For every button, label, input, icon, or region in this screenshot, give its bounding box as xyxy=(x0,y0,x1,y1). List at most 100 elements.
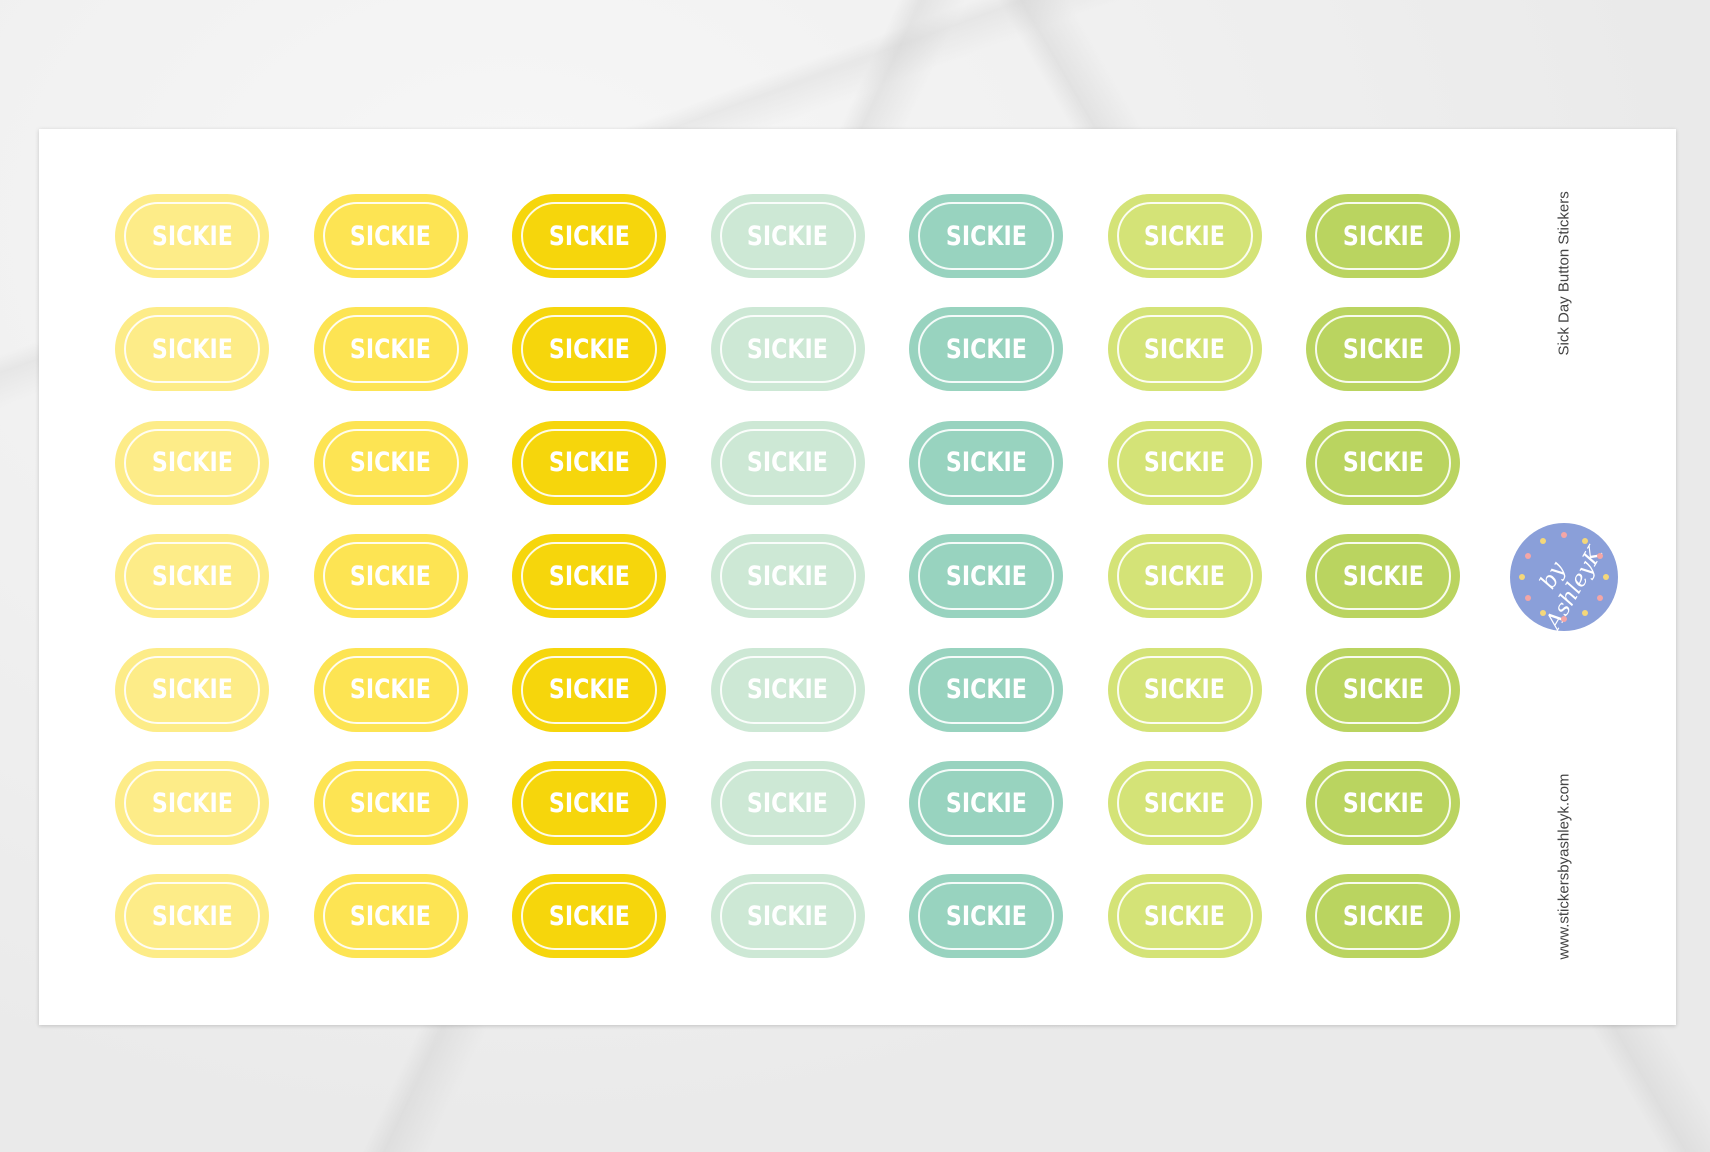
sticker-label: SICKIE xyxy=(945,787,1027,819)
sickie-sticker: SICKIE xyxy=(115,194,269,278)
sticker-border: SICKIE xyxy=(918,655,1054,724)
sickie-sticker: SICKIE xyxy=(313,874,468,959)
sticker-border: SICKIE xyxy=(918,542,1054,611)
sickie-sticker: SICKIE xyxy=(115,420,269,505)
heart-icon xyxy=(1524,553,1531,559)
sticker-label: SICKIE xyxy=(151,333,233,365)
sheet-title: Sick Day Button Stickers xyxy=(1555,191,1573,356)
sticker-label: SICKIE xyxy=(1144,787,1225,819)
sticker-label: SICKIE xyxy=(945,900,1027,932)
sticker-label: SICKIE xyxy=(945,220,1027,252)
sticker-label: SICKIE xyxy=(747,447,828,479)
sticker-label: SICKIE xyxy=(350,560,431,592)
sticker-border: SICKIE xyxy=(918,202,1054,270)
sticker-border: SICKIE xyxy=(124,202,260,270)
sticker-border: SICKIE xyxy=(719,428,856,497)
sickie-sticker: SICKIE xyxy=(1306,307,1460,392)
sickie-sticker: SICKIE xyxy=(313,534,468,619)
heart-icon xyxy=(1561,616,1567,622)
sickie-sticker: SICKIE xyxy=(1306,761,1460,845)
sticker-border: SICKIE xyxy=(322,315,459,384)
sickie-sticker: SICKIE xyxy=(909,647,1063,732)
sickie-sticker: SICKIE xyxy=(1107,420,1262,505)
sticker-label: SICKIE xyxy=(747,333,828,365)
sickie-sticker: SICKIE xyxy=(115,647,269,732)
sticker-border: SICKIE xyxy=(124,315,260,384)
sticker-border: SICKIE xyxy=(1116,315,1253,384)
sticker-label: SICKIE xyxy=(747,560,828,592)
heart-icon xyxy=(1597,553,1604,559)
sticker-border: SICKIE xyxy=(719,655,856,724)
sticker-label: SICKIE xyxy=(1144,333,1225,365)
sickie-sticker: SICKIE xyxy=(710,194,865,278)
sticker-label: SICKIE xyxy=(548,900,630,932)
sticker-border: SICKIE xyxy=(1116,542,1253,611)
sticker-border: SICKIE xyxy=(521,655,657,724)
sticker-border: SICKIE xyxy=(124,769,260,837)
sticker-label: SICKIE xyxy=(1342,220,1424,252)
heart-icon xyxy=(1561,532,1567,538)
sticker-label: SICKIE xyxy=(1144,900,1225,932)
sickie-sticker: SICKIE xyxy=(710,647,865,732)
sickie-sticker: SICKIE xyxy=(512,307,666,392)
sickie-sticker: SICKIE xyxy=(1107,307,1262,392)
sticker-border: SICKIE xyxy=(322,202,459,270)
sticker-border: SICKIE xyxy=(521,428,657,497)
sticker-border: SICKIE xyxy=(1116,655,1253,724)
sickie-sticker: SICKIE xyxy=(909,307,1063,392)
sickie-sticker: SICKIE xyxy=(710,420,865,505)
sticker-border: SICKIE xyxy=(719,769,856,837)
sticker-label: SICKIE xyxy=(548,220,630,252)
sickie-sticker: SICKIE xyxy=(909,534,1063,619)
sticker-label: SICKIE xyxy=(1342,333,1424,365)
sticker-border: SICKIE xyxy=(918,428,1054,497)
logo-signature: by AshleyK xyxy=(1535,542,1609,634)
sticker-label: SICKIE xyxy=(1144,447,1225,479)
sticker-border: SICKIE xyxy=(719,882,856,951)
sickie-sticker: SICKIE xyxy=(1107,647,1262,732)
sticker-border: SICKIE xyxy=(124,655,260,724)
sticker-label: SICKIE xyxy=(747,787,828,819)
sickie-sticker: SICKIE xyxy=(1306,647,1460,732)
sickie-sticker: SICKIE xyxy=(909,874,1063,959)
sickie-sticker: SICKIE xyxy=(1306,874,1460,959)
sticker-border: SICKIE xyxy=(521,769,657,837)
website-url: www.stickersbyashleyk.com xyxy=(1555,773,1573,960)
sticker-label: SICKIE xyxy=(1144,560,1225,592)
sticker-border: SICKIE xyxy=(1116,769,1253,837)
sticker-border: SICKIE xyxy=(521,542,657,611)
sticker-border: SICKIE xyxy=(521,882,657,951)
sticker-label: SICKIE xyxy=(151,560,233,592)
sticker-border: SICKIE xyxy=(918,769,1054,837)
sickie-sticker: SICKIE xyxy=(512,534,666,619)
sickie-sticker: SICKIE xyxy=(1107,874,1262,959)
sticker-label: SICKIE xyxy=(548,560,630,592)
sickie-sticker: SICKIE xyxy=(115,761,269,845)
sticker-border: SICKIE xyxy=(1315,202,1451,270)
sickie-sticker: SICKIE xyxy=(909,761,1063,845)
sickie-sticker: SICKIE xyxy=(313,194,468,278)
sickie-sticker: SICKIE xyxy=(313,420,468,505)
sticker-label: SICKIE xyxy=(350,900,431,932)
sticker-border: SICKIE xyxy=(124,882,260,951)
sticker-label: SICKIE xyxy=(945,674,1027,706)
sickie-sticker: SICKIE xyxy=(1306,194,1460,278)
sticker-label: SICKIE xyxy=(1144,674,1225,706)
sickie-sticker: SICKIE xyxy=(512,420,666,505)
sticker-label: SICKIE xyxy=(151,220,233,252)
sticker-border: SICKIE xyxy=(322,428,459,497)
sticker-label: SICKIE xyxy=(1342,674,1424,706)
sickie-sticker: SICKIE xyxy=(512,761,666,845)
sticker-label: SICKIE xyxy=(945,560,1027,592)
sticker-border: SICKIE xyxy=(1116,882,1253,951)
sickie-sticker: SICKIE xyxy=(313,307,468,392)
sticker-label: SICKIE xyxy=(747,900,828,932)
heart-icon xyxy=(1597,595,1604,601)
sticker-label: SICKIE xyxy=(548,333,630,365)
sticker-border: SICKIE xyxy=(1116,202,1253,270)
sticker-border: SICKIE xyxy=(1315,428,1451,497)
sticker-border: SICKIE xyxy=(1315,655,1451,724)
sickie-sticker: SICKIE xyxy=(710,307,865,392)
logo-badge: by AshleyK xyxy=(1510,523,1618,634)
sticker-border: SICKIE xyxy=(1315,542,1451,611)
